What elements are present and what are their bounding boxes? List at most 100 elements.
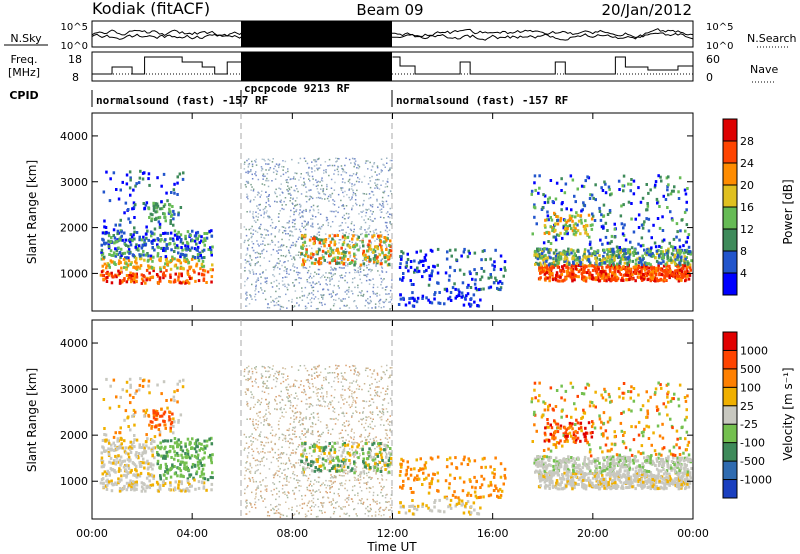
- power-cell-780: [189, 233, 192, 237]
- power-cell-6626: [645, 262, 648, 266]
- power-cell-5540: [629, 272, 632, 276]
- velocity-cell-915: [146, 437, 149, 441]
- power-cell-2782: [249, 210, 251, 213]
- power-cell-2766: [338, 239, 341, 241]
- velocity-cell-613: [173, 457, 176, 461]
- power-cell-940: [181, 266, 184, 270]
- power-cell-6460: [545, 257, 549, 261]
- power-cell-6734: [628, 260, 631, 264]
- power-cell-5812: [659, 268, 662, 272]
- power-cell-4840: [431, 269, 434, 273]
- power-cell-2580: [328, 237, 330, 240]
- velocity-cell-1693: [252, 397, 255, 399]
- power-cell-3510: [267, 215, 269, 217]
- power-cell-4882: [474, 286, 478, 290]
- power-cell-5954: [686, 274, 689, 278]
- power-cell-3138: [297, 271, 300, 274]
- power-cell-7734: [568, 217, 572, 221]
- power-cell-4028: [304, 266, 306, 269]
- velocity-cell-93: [188, 482, 191, 486]
- power-cell-1852: [359, 271, 362, 273]
- power-cell-1348: [297, 162, 300, 164]
- power-cell-3112: [279, 249, 281, 251]
- power-cell-3188: [360, 292, 362, 294]
- power-cell-1708: [311, 175, 314, 178]
- power-cell-7488: [669, 210, 672, 214]
- velocity-cell-203: [128, 447, 132, 451]
- power-cell-2848: [247, 239, 249, 242]
- power-cell-4082: [365, 193, 368, 195]
- power-cell-126: [146, 252, 149, 255]
- power-cell-1866: [297, 190, 299, 193]
- power-cell-7596: [680, 218, 683, 222]
- power-cell-328: [132, 265, 135, 269]
- velocity-cell-2107: [293, 383, 295, 385]
- power-cell-7418: [657, 174, 660, 178]
- velocity-cell-905: [211, 453, 214, 457]
- power-cell-4012: [342, 170, 344, 173]
- power-cell-3780: [257, 213, 260, 215]
- velocity-cell-1077: [176, 388, 179, 392]
- power-cell-2338: [351, 196, 353, 198]
- velocity-cell-587: [179, 474, 182, 478]
- power-cell-3410: [389, 169, 391, 171]
- power-cell-6264: [665, 249, 668, 253]
- velocity-cell-1801: [301, 507, 304, 509]
- velocity-cell-1185: [139, 377, 142, 381]
- power-cell-3724: [307, 224, 309, 226]
- power-cell-4822: [415, 250, 418, 254]
- power-cell-4: [143, 238, 146, 242]
- power-cell-5874: [561, 267, 565, 271]
- power-cell-7518: [623, 223, 626, 227]
- power-cell-3604: [311, 223, 314, 226]
- power-cell-1302: [326, 261, 329, 264]
- velocity-cell-559: [116, 439, 119, 443]
- velocity-cell-1491: [341, 412, 343, 414]
- power-cell-740: [136, 265, 140, 269]
- velocity-cell-1803: [243, 449, 246, 451]
- power-cell-4278: [246, 196, 248, 198]
- velocity-cell-1925: [346, 401, 348, 403]
- power-cell-816: [194, 279, 197, 283]
- power-cell-5374: [556, 263, 559, 267]
- velocity-cell-1533: [373, 439, 375, 442]
- velocity-cell-1997: [252, 420, 254, 423]
- power-cell-558: [116, 232, 119, 236]
- power-cell-2414: [290, 209, 292, 212]
- velocity-cell-2021: [326, 424, 328, 426]
- power-cell-2416: [274, 192, 277, 195]
- power-cell-4026: [320, 179, 323, 181]
- power-cell-6968: [564, 251, 568, 255]
- power-cell-5996: [549, 264, 553, 268]
- power-cell-2226: [367, 168, 369, 170]
- power-cell-1648: [368, 193, 371, 195]
- power-cell-7442: [669, 244, 673, 248]
- power-cell-2474: [261, 289, 263, 291]
- station-title: Kodiak (fitACF): [92, 0, 210, 18]
- velocity-cell-827: [195, 444, 198, 448]
- power-cell-4450: [359, 263, 363, 267]
- velocity-cell-1733: [298, 512, 300, 515]
- power-cell-978: [101, 237, 104, 241]
- power-cell-1374: [344, 279, 346, 282]
- power-cell-6182: [614, 273, 617, 277]
- power-cell-3266: [264, 160, 266, 162]
- power-cell-4232: [367, 160, 369, 162]
- power-cell-5576: [673, 274, 676, 277]
- power-cell-6358: [603, 250, 606, 254]
- power-cell-2924: [354, 183, 356, 186]
- velocity-cell-11: [127, 446, 131, 450]
- power-cell-6052: [605, 279, 608, 283]
- power-cell-2536: [298, 212, 301, 214]
- power-cell-4030: [308, 198, 310, 201]
- power-cell-3770: [303, 294, 306, 297]
- power-cell-3464: [347, 226, 349, 228]
- power-cell-5302: [665, 279, 668, 282]
- power-cell-564: [100, 248, 104, 252]
- power-cell-1554: [380, 184, 382, 186]
- power-cell-1824: [282, 166, 285, 168]
- velocity-cell-499: [197, 463, 200, 467]
- velocity-cell-1153: [108, 406, 112, 410]
- power-cell-1846: [275, 304, 277, 306]
- velocity-cell-787: [113, 469, 116, 472]
